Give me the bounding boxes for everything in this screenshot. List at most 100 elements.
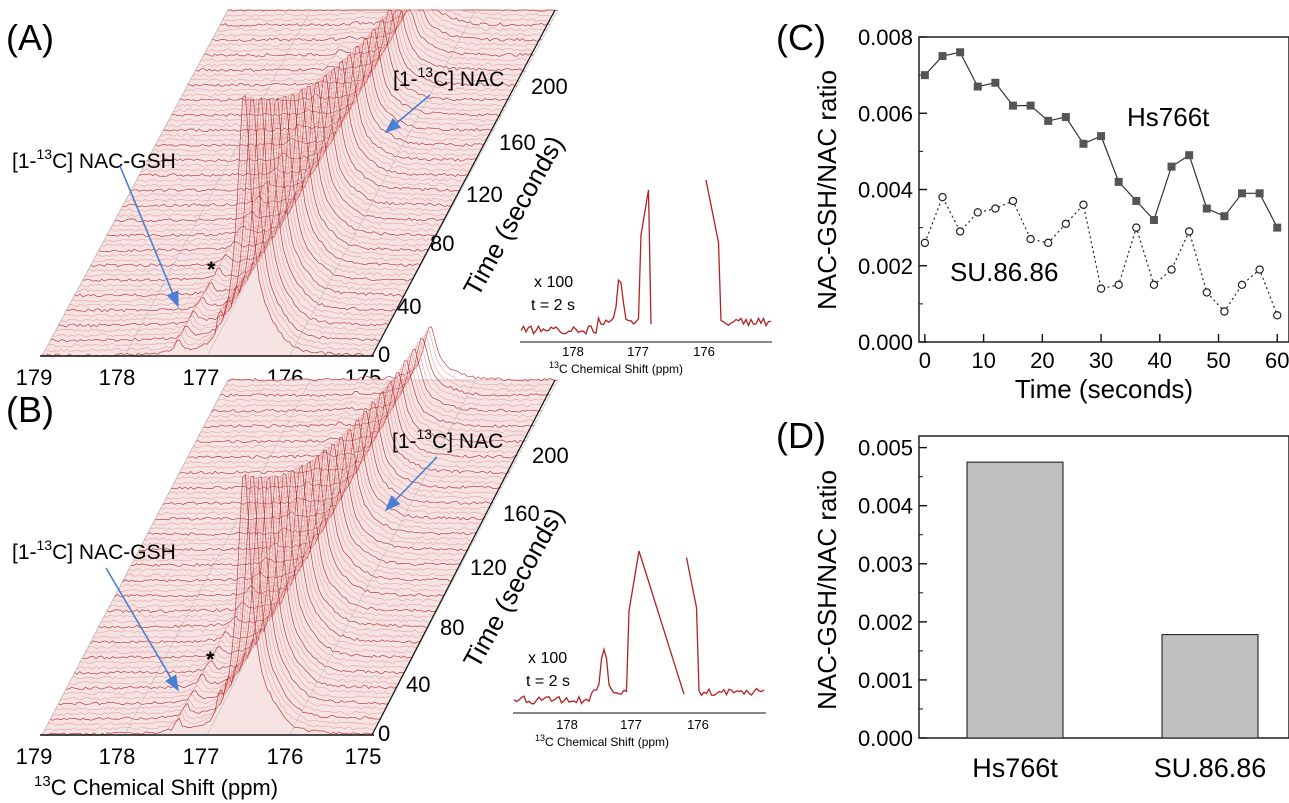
waterfall-trace	[47, 476, 378, 727]
panel-c-point	[956, 48, 965, 57]
panel-a-time-axis	[371, 9, 556, 357]
panel-b-x-tick: 175	[345, 744, 382, 769]
panel-d-y-tick-label: 0.005	[858, 436, 913, 461]
panel-c-point	[1097, 132, 1106, 141]
panel-b-time-tick: 160	[503, 501, 540, 526]
grid-line	[206, 379, 394, 736]
panel-c-point	[1184, 227, 1194, 236]
waterfall-trace	[122, 74, 454, 208]
panel-c-point	[955, 227, 965, 236]
panel-b-nac-arrow	[384, 456, 438, 512]
panel-a-inset-xlabel: 13C Chemical Shift (ppm)	[549, 360, 683, 376]
panel-a-gsh-arrow	[119, 165, 179, 308]
panel-c-x-tick-label: 20	[1030, 348, 1054, 373]
panel-d-y-tick-label: 0.000	[858, 726, 913, 751]
waterfall-trace	[187, 9, 518, 87]
waterfall-trace	[192, 375, 524, 449]
panel-a-label: (A)	[6, 17, 54, 58]
panel-a-x-tick: 179	[16, 365, 53, 390]
panel-b-x-tick: 177	[183, 744, 220, 769]
waterfall-trace	[216, 9, 548, 32]
panel-a-gsh-label: [1-13C] NAC-GSH	[12, 146, 176, 173]
waterfall-trace	[52, 476, 383, 716]
panel-d-bar	[1161, 634, 1259, 739]
panel-c-point	[991, 204, 1000, 213]
panel-a-time-tick: 160	[499, 130, 536, 155]
waterfall-trace	[71, 98, 402, 303]
panel-d-label: (D)	[776, 415, 826, 456]
waterfall-trace	[179, 390, 510, 475]
panel-c-point	[1061, 219, 1071, 229]
panel-c-point	[1255, 189, 1264, 198]
panel-c-point	[1167, 162, 1176, 171]
panel-c-point	[1238, 189, 1247, 198]
waterfall-trace	[130, 67, 462, 192]
panel-c-point	[920, 71, 929, 80]
waterfall-trace	[219, 9, 550, 27]
waterfall-trace	[163, 410, 494, 506]
panel-a-time-tick: 200	[531, 74, 568, 99]
panel-c-point	[991, 78, 1000, 87]
panel-b-time-tick: 200	[532, 443, 569, 468]
panel-c-point	[1079, 139, 1088, 148]
waterfall-trace	[93, 92, 424, 263]
panel-c-point	[1202, 204, 1211, 213]
panel-c-point	[1149, 280, 1159, 290]
panel-a-inset: x 100 t = 2 s 178 177 176 13C Chemical S…	[520, 179, 772, 376]
panel-c-point	[1220, 212, 1229, 221]
waterfall-trace	[114, 454, 445, 598]
waterfall-trace	[106, 461, 437, 614]
panel-c-point	[973, 82, 982, 91]
panel-c-point	[1273, 311, 1282, 320]
waterfall-trace	[44, 474, 375, 731]
panel-a-inset-tick: 177	[627, 344, 649, 359]
waterfall-trace	[120, 452, 451, 588]
waterfall-trace	[227, 326, 559, 382]
waterfall-trace	[182, 388, 513, 469]
panel-c-point	[1044, 238, 1053, 248]
panel-b-time-tick: 0	[378, 721, 390, 746]
panel-a-inset-time: t = 2 s	[531, 297, 575, 314]
waterfall-trace	[198, 9, 529, 67]
panel-b-inset-scale: x 100	[528, 650, 567, 667]
panel-c-point	[973, 208, 982, 217]
panel-b-inset-xlabel: 13C Chemical Shift (ppm)	[535, 733, 669, 749]
waterfall-trace	[55, 477, 386, 711]
panel-c-point	[1237, 280, 1247, 290]
waterfall-trace	[49, 475, 381, 721]
waterfall-trace	[122, 449, 454, 583]
panel-b-time-ticks: 0 40 80 120 160 200	[378, 443, 569, 746]
panel-c-y-tick-label: 0.008	[858, 25, 913, 50]
panel-c-x-tick-label: 10	[971, 348, 995, 373]
panel-c-point	[1220, 307, 1229, 316]
panel-b: (B) 179 178 177 176 175 13C Chemical Shi…	[6, 326, 570, 800]
grid-line	[206, 9, 394, 357]
panel-c-point	[1132, 223, 1141, 232]
waterfall-trace	[103, 88, 435, 243]
panel-d-category-label: Hs766t	[972, 753, 1058, 783]
panel-c-point	[1255, 265, 1264, 274]
panel-c-point	[1167, 265, 1176, 274]
panel-b-waterfall-traces	[41, 326, 559, 737]
grid-line	[289, 9, 476, 357]
panel-b-inset-spectrum	[513, 550, 765, 705]
panel-b-inset-tick: 178	[556, 717, 578, 732]
panel-c-point	[1202, 288, 1211, 297]
waterfall-trace	[160, 41, 491, 137]
panel-d-y-tick-label: 0.004	[858, 494, 913, 519]
waterfall-trace	[184, 384, 516, 464]
waterfall-trace	[128, 69, 459, 198]
panel-b-gsh-label: [1-13C] NAC-GSH	[12, 537, 176, 564]
panel-c-x-tick-label: 50	[1206, 348, 1230, 373]
waterfall-trace	[195, 372, 526, 444]
panel-a: (A) 179 178 177 176 175 0 40 80 120 160 …	[6, 9, 570, 390]
panel-b-x-tick: 178	[99, 744, 136, 769]
panel-c-point	[1114, 177, 1123, 186]
panel-b-x-tick: 176	[267, 744, 304, 769]
waterfall-trace	[192, 9, 524, 77]
grid-line	[41, 379, 229, 736]
panel-a-inset-scale: x 100	[534, 274, 573, 291]
panel-b-nac-label: [1-13C] NAC	[392, 426, 503, 453]
waterfall-trace	[195, 9, 526, 72]
waterfall-trace	[209, 352, 540, 418]
